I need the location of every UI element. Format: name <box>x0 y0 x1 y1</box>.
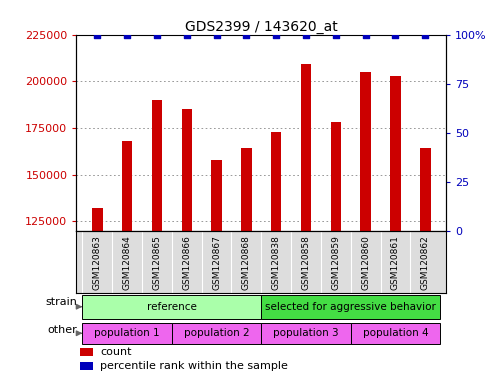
Point <box>272 31 280 38</box>
Text: GSM120862: GSM120862 <box>421 235 430 290</box>
Text: reference: reference <box>147 302 197 312</box>
Point <box>183 31 191 38</box>
Bar <box>82 295 261 319</box>
Text: selected for aggressive behavior: selected for aggressive behavior <box>265 302 436 312</box>
Point <box>302 31 310 38</box>
Bar <box>241 149 251 384</box>
Text: population 2: population 2 <box>184 328 249 338</box>
Bar <box>390 76 401 384</box>
Bar <box>261 323 351 344</box>
Bar <box>122 141 132 384</box>
Text: population 1: population 1 <box>94 328 160 338</box>
Text: other: other <box>47 324 77 334</box>
Bar <box>271 132 282 384</box>
Title: GDS2399 / 143620_at: GDS2399 / 143620_at <box>185 20 338 33</box>
Point <box>153 31 161 38</box>
Text: GSM120858: GSM120858 <box>302 235 311 290</box>
Text: population 3: population 3 <box>273 328 339 338</box>
Text: GSM120866: GSM120866 <box>182 235 191 290</box>
Bar <box>301 65 311 384</box>
Text: GSM120860: GSM120860 <box>361 235 370 290</box>
Bar <box>181 109 192 384</box>
Text: GSM120868: GSM120868 <box>242 235 251 290</box>
Bar <box>172 323 261 344</box>
Point <box>123 31 131 38</box>
Bar <box>80 348 93 356</box>
Text: GSM120865: GSM120865 <box>152 235 161 290</box>
Text: strain: strain <box>45 298 77 308</box>
Text: GSM120863: GSM120863 <box>93 235 102 290</box>
Bar <box>211 160 222 384</box>
Bar <box>82 323 172 344</box>
Bar <box>331 122 341 384</box>
Bar <box>360 72 371 384</box>
Point <box>362 31 370 38</box>
Text: count: count <box>101 347 132 357</box>
Bar <box>80 362 93 370</box>
Bar <box>92 208 103 384</box>
Text: GSM120864: GSM120864 <box>123 235 132 290</box>
Point <box>391 31 399 38</box>
Text: population 4: population 4 <box>363 328 428 338</box>
Bar <box>261 295 440 319</box>
Bar <box>351 323 440 344</box>
Point <box>212 31 220 38</box>
Text: percentile rank within the sample: percentile rank within the sample <box>101 361 288 371</box>
Text: GSM120867: GSM120867 <box>212 235 221 290</box>
Bar <box>152 100 162 384</box>
Text: GSM120859: GSM120859 <box>331 235 340 290</box>
Point <box>422 31 429 38</box>
Bar <box>420 149 430 384</box>
Point <box>93 31 101 38</box>
Text: GSM120861: GSM120861 <box>391 235 400 290</box>
Text: GSM120838: GSM120838 <box>272 235 281 290</box>
Point <box>332 31 340 38</box>
Point <box>243 31 250 38</box>
